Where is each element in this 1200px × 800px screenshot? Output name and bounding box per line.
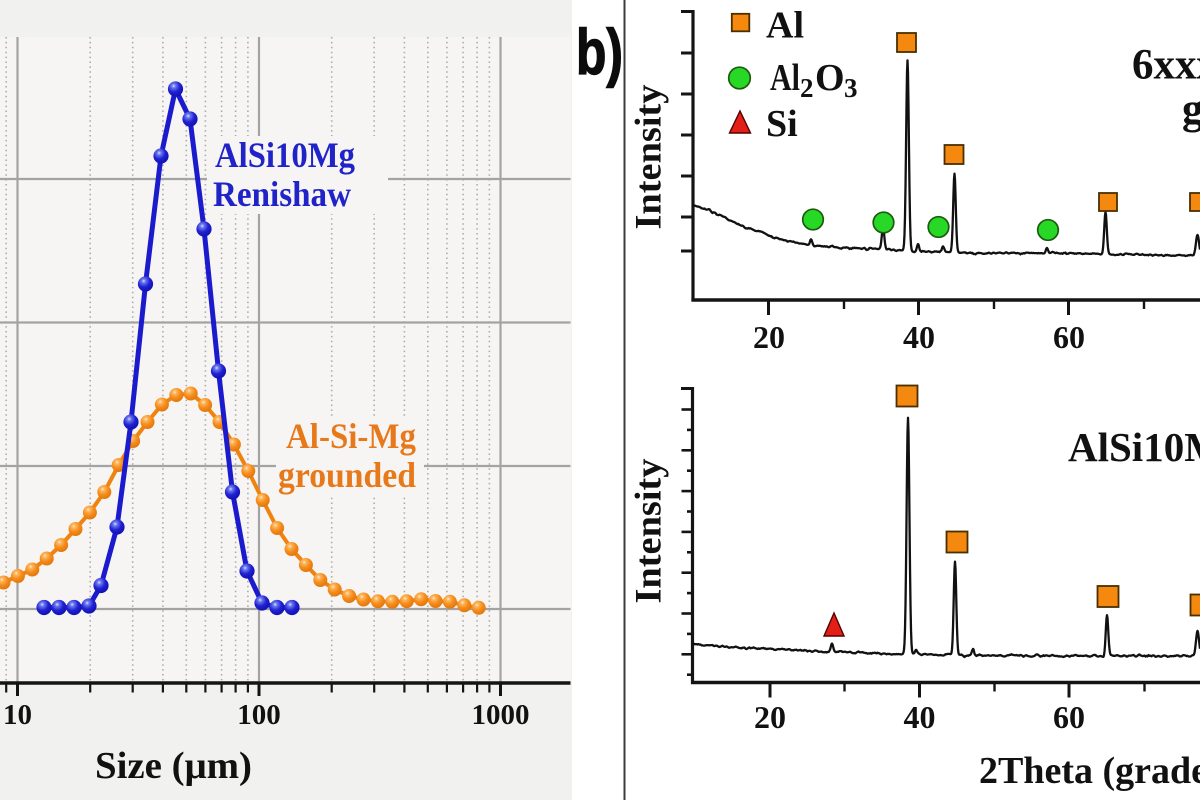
svg-text:AlSi10Mg: AlSi10Mg	[1068, 424, 1200, 470]
svg-text:Renishaw: Renishaw	[213, 174, 351, 214]
svg-text:60: 60	[1053, 319, 1085, 355]
svg-text:grounded: grounded	[278, 455, 416, 495]
svg-text:20: 20	[753, 319, 785, 355]
svg-text:2: 2	[800, 73, 814, 103]
svg-text:60: 60	[1053, 699, 1085, 735]
svg-text:20: 20	[754, 699, 786, 735]
svg-text:40: 40	[903, 319, 935, 355]
svg-text:40: 40	[904, 699, 936, 735]
svg-text:6xxx: 6xxx	[1132, 42, 1200, 89]
svg-text:b): b)	[576, 16, 623, 88]
svg-text:grounded: grounded	[1182, 86, 1200, 133]
svg-text:O: O	[815, 57, 845, 99]
svg-text:100: 100	[237, 699, 281, 731]
svg-text:Al: Al	[766, 5, 804, 47]
svg-text:Intensity: Intensity	[629, 84, 670, 230]
svg-text:Intensity: Intensity	[629, 458, 670, 604]
svg-text:Size (μm): Size (μm)	[95, 745, 252, 787]
svg-text:Al: Al	[770, 57, 800, 99]
svg-text:Si: Si	[766, 103, 798, 145]
svg-text:2Theta (grades): 2Theta (grades)	[979, 750, 1200, 792]
svg-text:1000: 1000	[472, 699, 530, 731]
svg-text:3: 3	[844, 73, 858, 103]
svg-text:Al-Si-Mg: Al-Si-Mg	[286, 416, 416, 456]
svg-text:AlSi10Mg: AlSi10Mg	[215, 135, 355, 175]
svg-text:10: 10	[3, 699, 32, 731]
